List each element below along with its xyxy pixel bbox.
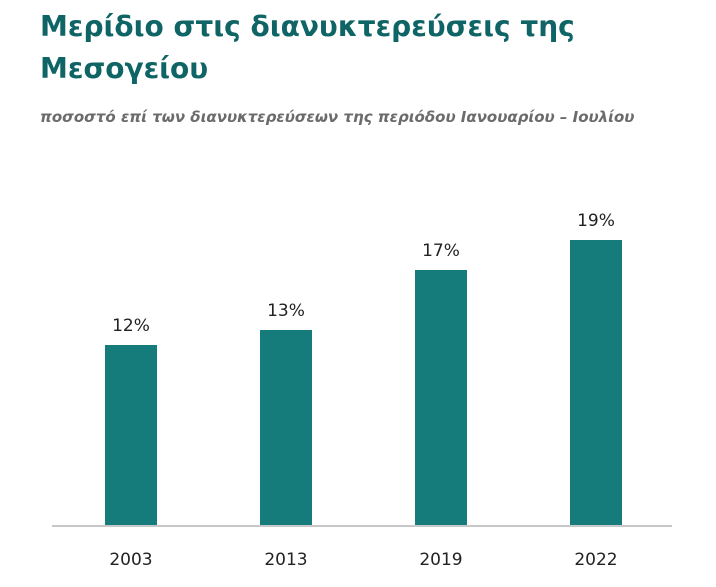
bar-2003	[105, 345, 157, 525]
data-labels-group: 12% 13% 17% 19%	[112, 211, 615, 336]
x-tick-label-2013: 2013	[264, 550, 307, 570]
x-tick-label-2019: 2019	[419, 550, 462, 570]
bar-2013	[260, 330, 312, 525]
chart-subtitle: ποσοστό επί των διανυκτερεύσεων της περι…	[40, 108, 635, 126]
data-label-2013: 13%	[267, 301, 305, 321]
x-tick-label-2003: 2003	[109, 550, 152, 570]
bar-2022	[570, 240, 622, 525]
bars-group	[105, 240, 622, 525]
data-label-2003: 12%	[112, 316, 150, 336]
x-tick-label-2022: 2022	[574, 550, 617, 570]
data-label-2022: 19%	[577, 211, 615, 231]
chart-title: Μερίδιο στις διανυκτερεύσεις της Μεσογεί…	[40, 10, 575, 85]
data-label-2019: 17%	[422, 241, 460, 261]
bar-2019	[415, 270, 467, 525]
x-tick-labels-group: 2003 2013 2019 2022	[109, 550, 617, 570]
